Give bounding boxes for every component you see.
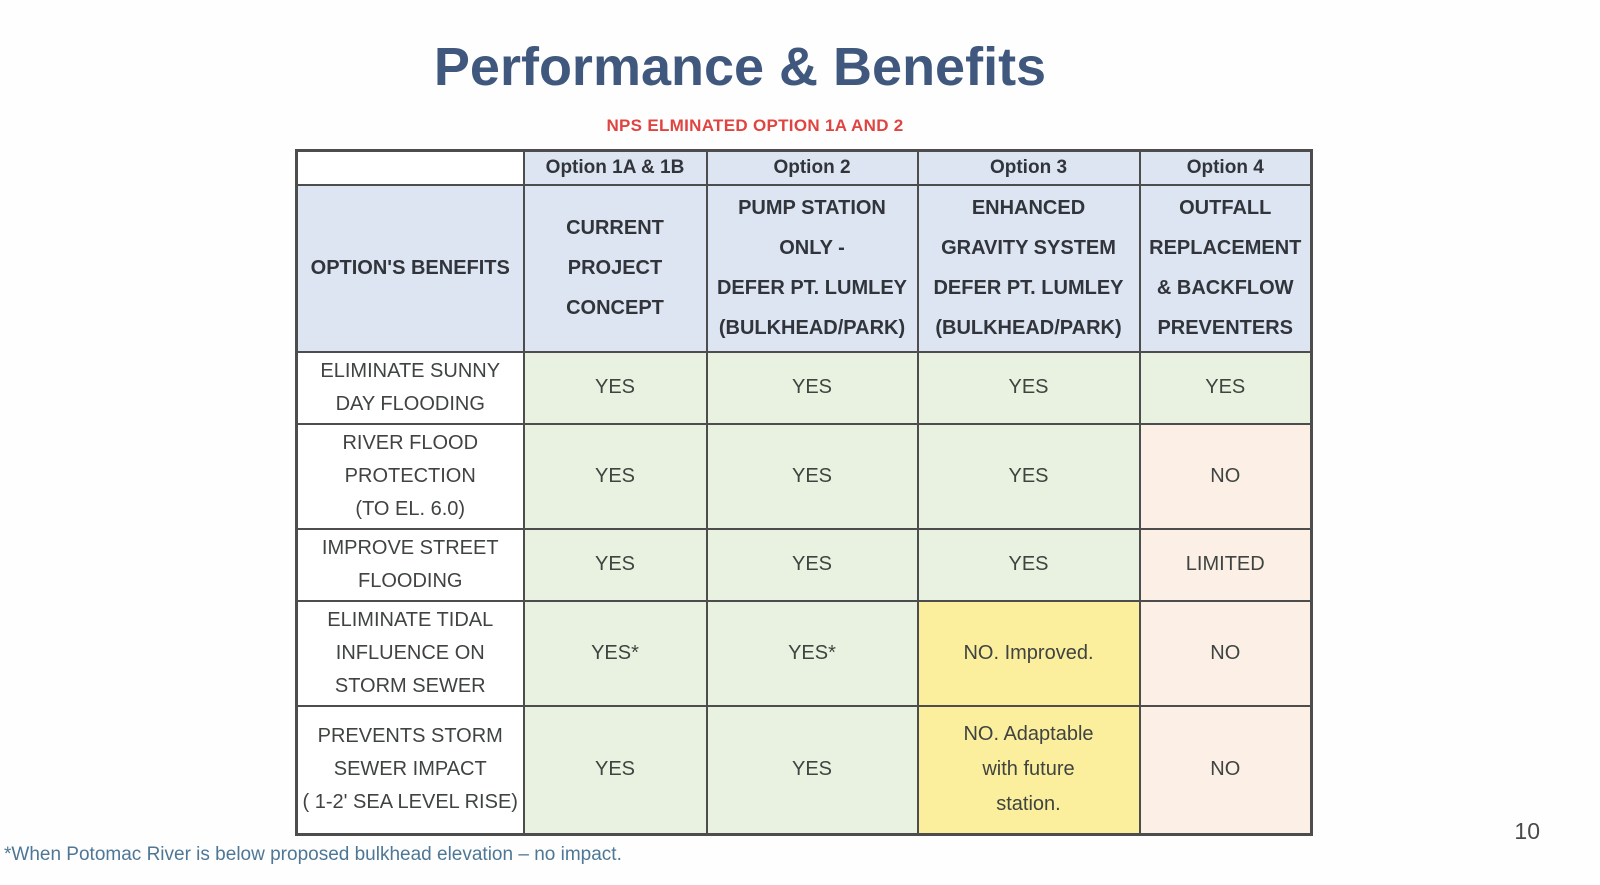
row-label: ELIMINATE TIDAL INFLUENCE ON STORM SEWER xyxy=(295,599,525,707)
value-cell: YES xyxy=(705,422,919,530)
option-header-4: Option 4 xyxy=(1138,149,1313,186)
option-header-2: Option 2 xyxy=(705,149,919,186)
value-cell: YES* xyxy=(522,599,708,707)
row-label: IMPROVE STREET FLOODING xyxy=(295,527,525,602)
slide-subtitle: NPS ELMINATED OPTION 1A AND 2 xyxy=(606,116,904,135)
value-cell: YES xyxy=(916,350,1141,425)
row-label: RIVER FLOOD PROTECTION (TO EL. 6.0) xyxy=(295,422,525,530)
value-cell: YES xyxy=(916,422,1141,530)
benefit-header-enhanced-gravity: ENHANCED GRAVITY SYSTEM DEFER PT. LUMLEY… xyxy=(916,183,1141,353)
value-cell: NO. Adaptable with future station. xyxy=(916,704,1141,836)
value-cell: NO xyxy=(1138,599,1313,707)
value-cell: YES xyxy=(522,527,708,602)
value-cell: YES* xyxy=(705,599,919,707)
table-row: IMPROVE STREET FLOODING YES YES YES LIMI… xyxy=(295,527,1313,602)
table-row: ELIMINATE SUNNY DAY FLOODING YES YES YES… xyxy=(295,350,1313,425)
footnote: *When Potomac River is below proposed bu… xyxy=(4,844,622,865)
value-cell: LIMITED xyxy=(1138,527,1313,602)
table-row: RIVER FLOOD PROTECTION (TO EL. 6.0) YES … xyxy=(295,422,1313,530)
value-cell: YES xyxy=(916,527,1141,602)
value-cell: YES xyxy=(522,704,708,836)
value-cell: YES xyxy=(705,704,919,836)
benefit-header-row: OPTION'S BENEFITS CURRENT PROJECT CONCEP… xyxy=(295,183,1313,353)
option-header-row: Option 1A & 1B Option 2 Option 3 Option … xyxy=(295,149,1313,186)
value-cell: YES xyxy=(522,350,708,425)
value-cell: YES xyxy=(705,350,919,425)
benefit-header-pump-station: PUMP STATION ONLY - DEFER PT. LUMLEY (BU… xyxy=(705,183,919,353)
benefits-comparison-table: Option 1A & 1B Option 2 Option 3 Option … xyxy=(295,149,1313,836)
value-cell: YES xyxy=(1138,350,1313,425)
page-title: Performance & Benefits xyxy=(433,37,1047,97)
option-header-1a-1b: Option 1A & 1B xyxy=(522,149,708,186)
value-cell: NO xyxy=(1138,704,1313,836)
value-cell: NO. Improved. xyxy=(916,599,1141,707)
benefit-header-options-benefits: OPTION'S BENEFITS xyxy=(295,183,525,353)
page-number: 10 xyxy=(1514,818,1540,844)
value-cell: NO xyxy=(1138,422,1313,530)
option-header-3: Option 3 xyxy=(916,149,1141,186)
table-row: ELIMINATE TIDAL INFLUENCE ON STORM SEWER… xyxy=(295,599,1313,707)
table-row: PREVENTS STORM SEWER IMPACT ( 1-2' SEA L… xyxy=(295,704,1313,836)
benefit-header-outfall-replacement: OUTFALL REPLACEMENT & BACKFLOW PREVENTER… xyxy=(1138,183,1313,353)
option-header-blank xyxy=(295,149,525,186)
row-label: PREVENTS STORM SEWER IMPACT ( 1-2' SEA L… xyxy=(295,704,525,836)
slide-header: Performance & Benefits xyxy=(0,36,1480,98)
benefit-header-current-project: CURRENT PROJECT CONCEPT xyxy=(522,183,708,353)
value-cell: YES xyxy=(522,422,708,530)
row-label: ELIMINATE SUNNY DAY FLOODING xyxy=(295,350,525,425)
value-cell: YES xyxy=(705,527,919,602)
